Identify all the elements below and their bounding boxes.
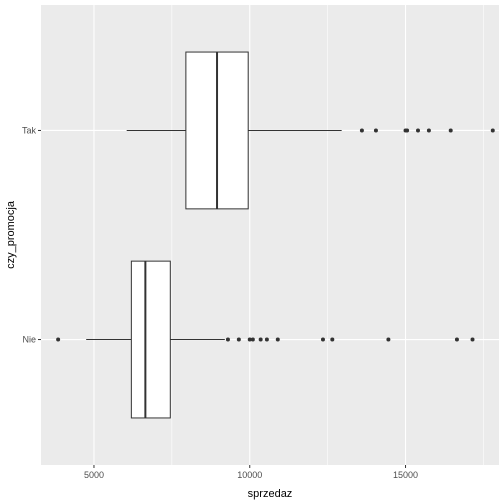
outlier-point [373,128,378,133]
outlier-point [275,337,280,342]
outlier-point [236,337,241,342]
outlier-point [359,128,364,133]
x-tick-label: 10000 [237,470,262,480]
outlier-point [56,337,61,342]
box-iqr [130,260,171,419]
outlier-point [490,128,495,133]
y-axis-title: czy_promocja [5,200,17,269]
box-tak [126,51,495,210]
outlier-point [415,128,420,133]
boxes [56,51,495,419]
x-axis-title: sprzedaz [248,488,293,500]
x-tick-label: 15000 [393,470,418,480]
outlier-point [247,337,252,342]
outlier-point [320,337,325,342]
box-nie [56,260,475,419]
outlier-point [330,337,335,342]
panel-background [41,5,499,465]
grid-minor [171,5,484,465]
outlier-point [448,128,453,133]
outlier-point [225,337,230,342]
y-tick-label: Nie [22,335,36,345]
outlier-point [258,337,263,342]
outlier-point [405,128,410,133]
outlier-point [426,128,431,133]
x-tick-label: 5000 [84,470,104,480]
outlier-point [250,337,255,342]
outlier-point [470,337,475,342]
outlier-point [264,337,269,342]
outlier-point [386,337,391,342]
outlier-point [454,337,459,342]
x-axis: 5000 10000 15000 [84,465,418,480]
y-tick-label: Tak [22,125,37,135]
y-axis: Nie Tak [22,125,41,345]
